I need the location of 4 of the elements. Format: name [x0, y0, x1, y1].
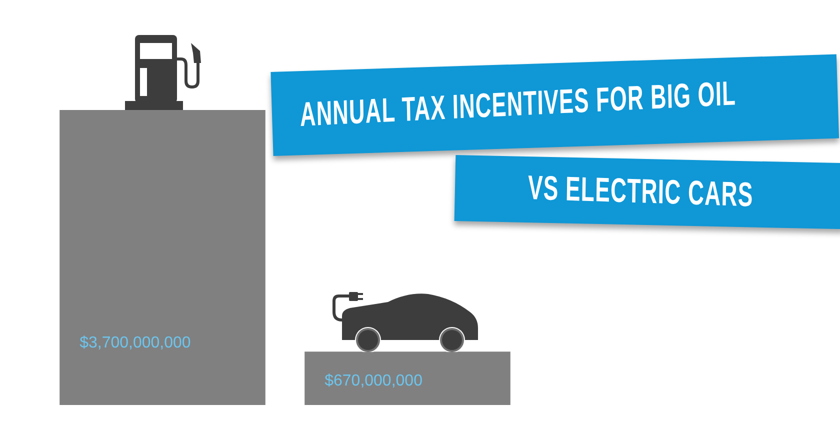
text: VS ELECTRIC CARS: [528, 168, 754, 216]
chart-title: ANNUAL TAX INCENTIVES FOR BIG OIL: [300, 74, 736, 135]
data-label: $670,000,000: [324, 372, 423, 390]
data-label: $3,700,000,000: [80, 334, 191, 352]
